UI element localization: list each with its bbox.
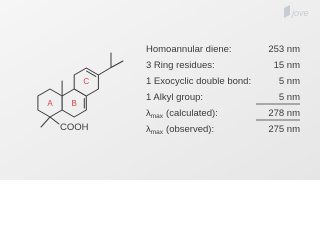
background [0, 0, 320, 180]
slide: jove A B C COOH Homoannular diene: 253 n… [0, 0, 320, 180]
lambda: λ [146, 108, 151, 119]
label-text: (calculated): [166, 108, 218, 119]
row-label: 1 Alkyl group: [146, 92, 203, 103]
row-value: 275 nm [268, 124, 300, 135]
structure: A B C COOH [37, 52, 124, 133]
lambda: λ [146, 124, 151, 135]
subscript: max [151, 113, 164, 120]
row-value: 5 nm [279, 76, 300, 87]
ring-label: A [47, 99, 53, 108]
logo: jove [284, 5, 309, 18]
row-value: 253 nm [268, 44, 300, 55]
row-label: 1 Exocyclic double bond: [146, 76, 251, 87]
substituent: COOH [60, 122, 89, 133]
logo-text: jove [291, 8, 309, 18]
row-value: 5 nm [279, 92, 300, 103]
label-text: (observed): [166, 124, 214, 135]
row-label: Homoannular diene: [146, 44, 232, 55]
row-value: 278 nm [268, 108, 300, 119]
subscript: max [151, 129, 164, 136]
table: Homoannular diene: 253 nm 3 Ring residue… [146, 44, 300, 136]
ring-label: C [83, 77, 89, 86]
row-label: 3 Ring residues: [146, 60, 215, 71]
row-value: 15 nm [274, 60, 300, 71]
ring-label: B [72, 99, 77, 108]
row-label: λmax (observed): [146, 124, 214, 136]
row-label: λmax (calculated): [146, 108, 218, 120]
